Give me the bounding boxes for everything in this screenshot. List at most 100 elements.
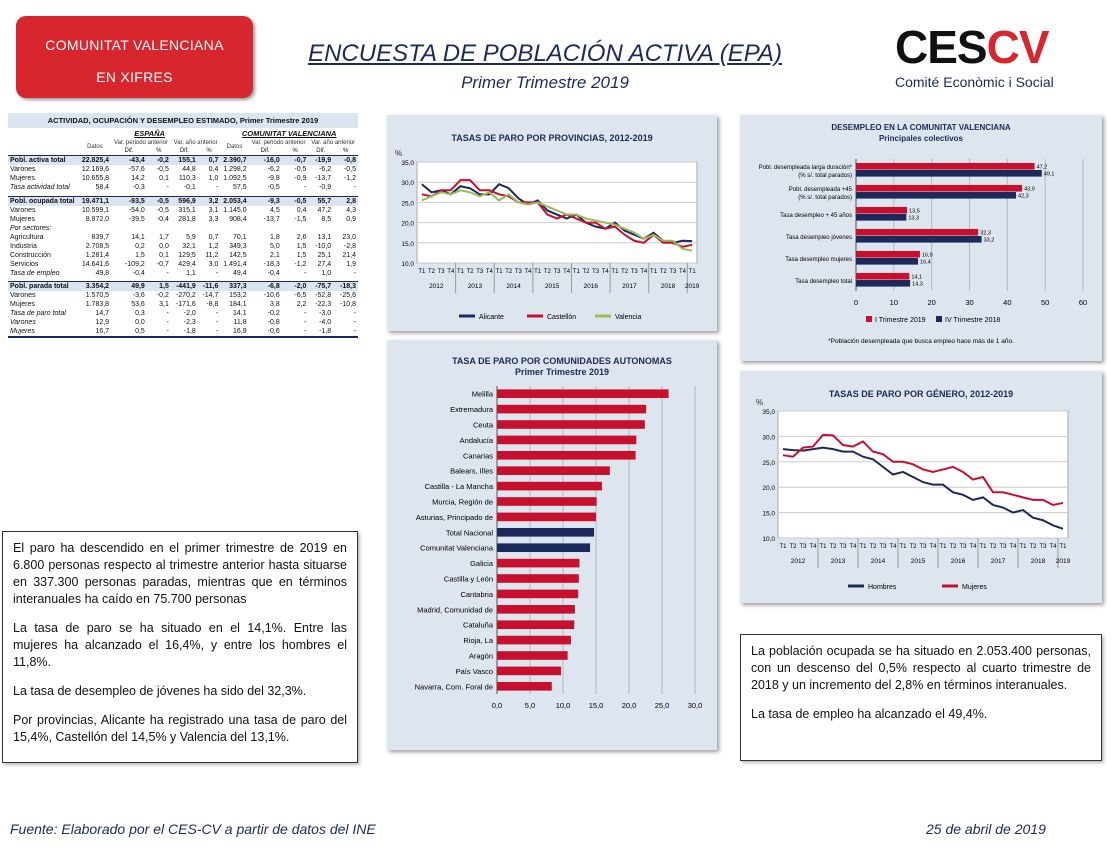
category-label: Galicia [470,559,494,568]
table-cell: - [304,328,307,335]
bar [497,450,636,460]
x-tick-label: T2 [505,269,513,275]
table-cell: -0,8 [267,319,280,326]
table-cell: -1,5 [294,215,307,223]
summary-right-p1: La población ocupada se ha situado en 2.… [751,644,1091,692]
footer-date: 25 de abril de 2019 [926,821,1046,837]
category-label: Aragón [469,652,493,661]
bar [856,258,919,265]
table-cell [308,224,333,233]
table-cell: - [304,319,307,326]
table-cell [171,224,198,233]
series-line-valencia [421,189,693,252]
table-cell: -6,8 [248,281,282,291]
legend-swatch [936,316,942,322]
table-cell: -14,7 [202,292,219,299]
x-tick-label: T3 [631,269,639,275]
row-label: Mujeres [10,328,35,335]
table-cell: -11,6 [197,281,221,291]
row-label: Construcción [10,251,51,259]
table-cell: -10,0 [315,242,332,250]
table-cell: -54,0 [128,206,145,214]
chart-subtitle: Principales colectivos [879,134,964,143]
x-year-label: 2013 [468,283,483,290]
table-cell: 2.390,7 [220,155,249,165]
chart-colectivos: DESEMPLEO EN LA COMUNITAT VALENCIANA Prin… [759,123,1088,345]
logo-text: Comité Econòmic i Social [895,74,1054,90]
page-title: ENCUESTA DE POBLACIÓN ACTIVA (EPA) [308,40,782,67]
x-year-label: 2019 [1056,558,1071,565]
x-year-label: 2017 [991,558,1006,565]
chart-note: *Población desempleada que busca empleo … [828,338,1014,345]
bar [856,280,911,287]
table-cell: -6,2 [319,166,332,173]
category-label: Total Nacional [446,528,493,537]
table-cell: - [166,184,169,191]
x-tick-label: T1 [979,544,987,550]
plot-area [416,161,698,264]
bar [856,214,907,221]
x-tick-label: T2 [869,544,877,550]
x-tick-label: T1 [819,544,827,550]
x-tick-label: T3 [919,544,927,550]
table-cell: -0,2 [267,310,280,317]
badge-line2: EN XIFRES [96,69,173,85]
x-tick-label: T4 [849,544,857,550]
table-cell: 1,1 [186,269,196,277]
table-cell: - [353,184,356,191]
table-cell: 10.655,8 [81,175,110,182]
bar [497,589,579,599]
table-cell: 1,5 [296,242,307,250]
data-label: 49,1 [1044,172,1055,178]
data-label: 33,2 [984,238,995,244]
table-cell: 0,7 [197,155,221,165]
table-cell: 3,1 [208,206,219,214]
col-var-per: Var. periodo anterior [111,139,171,147]
row-label: Varones [10,319,36,326]
table-cell: 16,7 [95,328,110,335]
table-cell: 10.599,1 [81,206,110,214]
col-dif: Dif. [308,147,334,156]
col-var-per-cv: Var. periodo anterior [248,139,309,147]
table-cell: -0,3 [132,184,145,191]
table-row: Pobl. ocupada total 19.471,1 -93,5 -0,5 596,… [8,195,358,206]
col-pct: % [333,147,358,156]
table-cell: 21,4 [342,251,356,259]
table-cell: 2,6 [296,233,307,241]
table-cell: -1,8 [183,328,196,335]
table-cell: 16,9 [232,328,247,335]
x-tick-label: T3 [515,269,523,275]
table-cell: - [216,310,219,317]
row-label: Agricultura [10,233,44,241]
table-cell: -6,2 [267,166,280,173]
x-tick-label: 20 [927,298,935,307]
table-cell: -0,5 [156,166,169,173]
col-pct: % [146,147,171,156]
category-label: Canarias [463,451,493,460]
col-dif: Dif. [111,147,147,156]
table-cell: 839,7 [91,233,110,241]
x-year-label: 2014 [871,558,886,565]
plot-area [777,410,1069,539]
bar [497,574,579,583]
category-label: Asturias, Principado de [416,513,493,522]
epa-table: ACTIVIDAD, OCUPACIÓN Y DESEMPLEO ESTIMAD… [8,113,358,338]
category-label: Extremadura [450,405,494,414]
x-tick-label: T2 [909,544,917,550]
table-cell: - [353,319,356,326]
category-label: Tasa desempleo mujeres [785,257,852,263]
table-cell: -3,0 [319,310,332,317]
data-label: 16,9 [922,253,933,259]
bar [497,527,595,537]
table-cell: 1.281,4 [85,251,110,259]
x-year-label: 2016 [951,558,966,565]
table-cell: - [216,184,219,191]
table-cell: 1.298,2 [223,166,247,173]
table-cell: 12.169,6 [81,166,110,173]
summary-box-left: El paro ha descendido en el primer trime… [2,531,358,763]
region-badge: COMUNITAT VALENCIANA EN XIFRES [16,16,253,98]
table-cell: -0,9 [319,184,332,191]
table-cell: -0,7 [281,155,309,165]
bar [497,681,552,691]
table-cell: -1,8 [319,328,332,335]
